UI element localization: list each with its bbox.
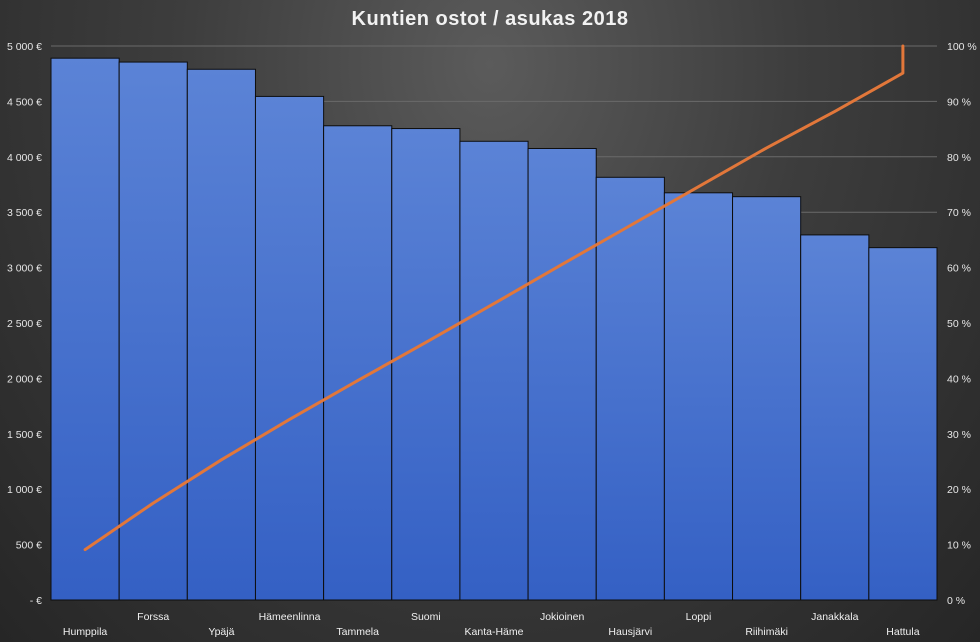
y-left-tick-label: 2 000 € (7, 373, 42, 385)
bar (186, 68, 256, 601)
y-left-tick-label: 3 500 € (7, 207, 42, 219)
x-tick-label: Humppila (63, 626, 108, 638)
cumulative-line-series (83, 44, 905, 552)
x-tick-label: Jokioinen (540, 611, 585, 623)
y-left-tick-label: 1 500 € (7, 429, 42, 441)
bar (254, 95, 325, 601)
y-left-tick-label: 2 500 € (7, 318, 42, 330)
y-right-tick-label: 20 % (947, 484, 971, 496)
y-left-tick-label: 500 € (16, 540, 42, 552)
y-left-tick-label: 4 500 € (7, 96, 42, 108)
chart-title: Kuntien ostot / asukas 2018 (351, 8, 629, 30)
bar (663, 192, 734, 601)
bar (50, 57, 120, 601)
y-left-tick-label: 5 000 € (7, 41, 42, 53)
y-right-tick-label: 90 % (947, 96, 971, 108)
x-tick-label: Loppi (686, 611, 712, 623)
y-left-tick-label: 1 000 € (7, 484, 42, 496)
y-left-tick-label: 4 000 € (7, 152, 42, 164)
y-right-tick-label: 0 % (947, 595, 965, 607)
bar (118, 61, 188, 601)
y-axis-left: - € 500 € 1 000 € 1 500 € 2 000 € 2 500 € 3 00… (7, 41, 42, 607)
y-right-tick-label: 100 % (947, 41, 977, 53)
y-right-tick-label: 60 % (947, 263, 971, 275)
bar (323, 125, 393, 601)
bar (800, 234, 870, 601)
x-tick-label: Ypäjä (208, 626, 234, 638)
y-axis-right: 0 % 10 % 20 % 30 % 40 % 50 % 60 % 70 % 80 % 90 % 1… (947, 41, 977, 607)
x-tick-label: Janakkala (811, 611, 858, 623)
bar (595, 176, 665, 601)
x-tick-label: Tammela (336, 626, 379, 638)
x-axis: Humppila Forssa Ypäjä Hämeenlinna Tammela Suo… (63, 611, 920, 638)
y-left-tick-label: 3 000 € (7, 263, 42, 275)
y-right-tick-label: 10 % (947, 540, 971, 552)
x-tick-label: Hausjärvi (608, 626, 652, 638)
x-tick-label: Hämeenlinna (259, 611, 321, 623)
y-left-tick-label: - € (30, 595, 42, 607)
x-tick-label: Suomi (411, 611, 441, 623)
bar (732, 196, 802, 601)
y-right-tick-label: 40 % (947, 373, 971, 385)
x-tick-label: Kanta-Häme (465, 626, 524, 638)
x-tick-label: Hattula (886, 626, 919, 638)
y-right-tick-label: 50 % (947, 318, 971, 330)
bar-series (50, 57, 938, 601)
bar (868, 247, 938, 601)
y-right-tick-label: 80 % (947, 152, 971, 164)
y-right-tick-label: 30 % (947, 429, 971, 441)
y-right-tick-label: 70 % (947, 207, 971, 219)
bar (459, 140, 529, 601)
x-tick-label: Forssa (137, 611, 169, 623)
bar (391, 128, 461, 601)
bar (527, 147, 597, 601)
x-tick-label: Riihimäki (745, 626, 788, 638)
cumulative-line (83, 44, 905, 552)
